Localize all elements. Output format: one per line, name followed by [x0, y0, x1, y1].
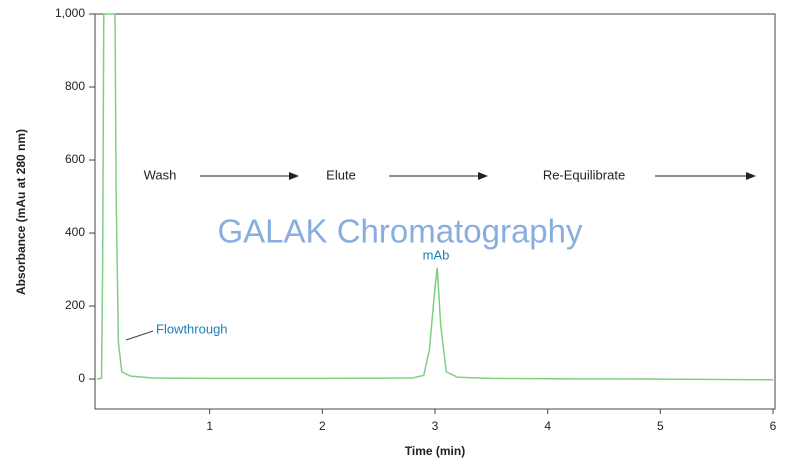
x-tick-label: 1 [206, 419, 213, 433]
y-tick-label: 200 [65, 298, 85, 312]
phase-label: Re-Equilibrate [543, 167, 625, 182]
y-axis-title: Absorbance (mAu at 280 nm) [14, 129, 28, 295]
x-tick-label: 2 [319, 419, 326, 433]
y-tick-label: 800 [65, 79, 85, 93]
x-tick-label: 5 [657, 419, 664, 433]
y-tick-label: 0 [78, 371, 85, 385]
y-tick-label: 600 [65, 152, 85, 166]
leader-line [125, 330, 154, 341]
watermark: GALAK Chromatography [217, 213, 583, 250]
peak-label: mAb [423, 247, 450, 262]
x-axis-title: Time (min) [405, 444, 465, 458]
y-tick-label: 400 [65, 225, 85, 239]
phase-label: Wash [144, 167, 177, 182]
chromatogram-line [96, 13, 774, 381]
y-tick-label: 1,000 [55, 6, 85, 20]
x-tick-label: 6 [770, 419, 777, 433]
plot-frame [94, 13, 776, 410]
phase-label: Elute [326, 167, 356, 182]
peak-label: Flowthrough [156, 321, 228, 336]
x-tick-label: 4 [544, 419, 551, 433]
x-tick-label: 3 [432, 419, 439, 433]
